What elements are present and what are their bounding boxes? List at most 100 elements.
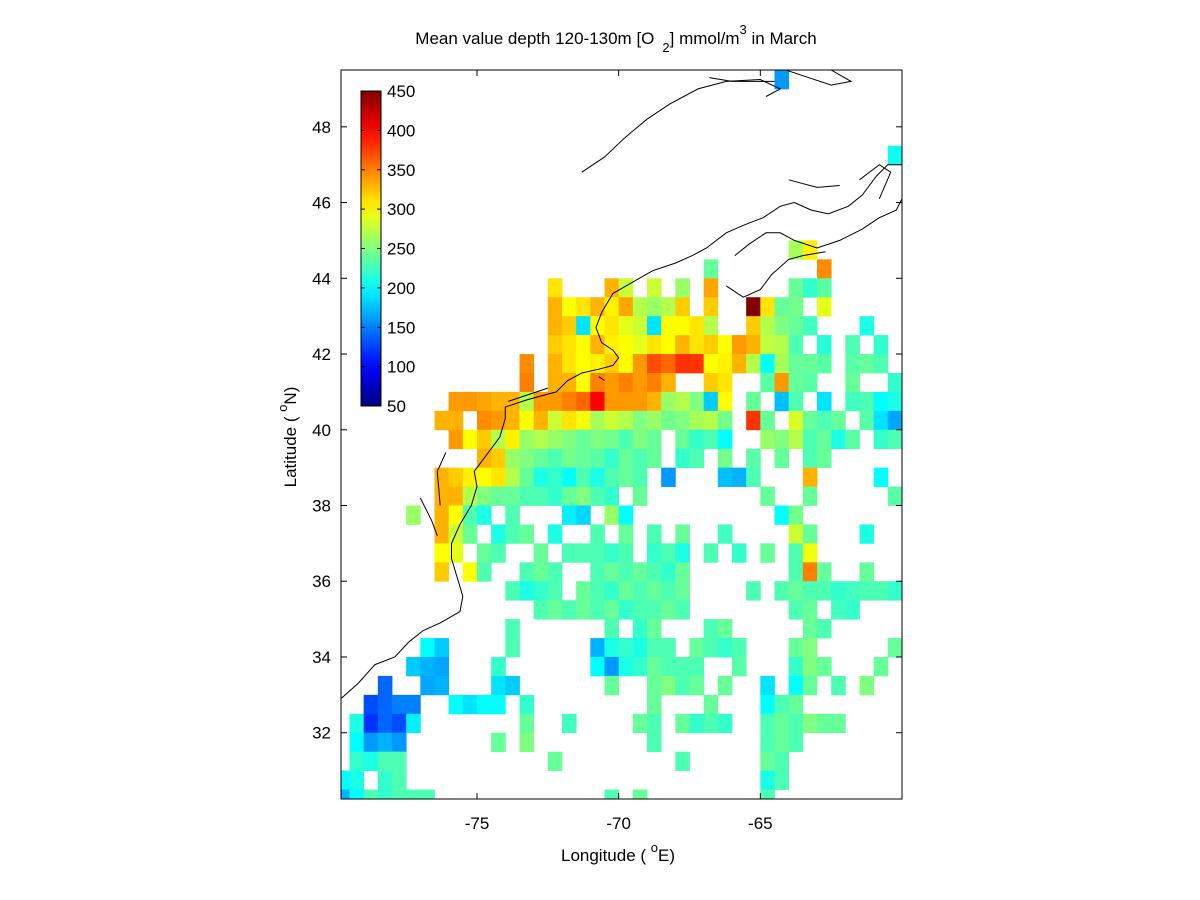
data-cell [632,354,648,374]
data-cell [689,713,705,734]
data-cell [887,391,903,412]
data-cell [887,486,903,506]
data-cell [547,391,563,412]
data-cell [788,694,804,715]
data-cell [760,713,775,734]
data-cell [377,694,393,715]
data-cell [774,448,790,469]
data-cell [406,789,421,800]
data-cell [477,562,492,582]
data-cell [462,486,478,506]
data-cell [817,335,832,355]
data-cell [491,391,506,412]
data-cell [590,372,605,393]
data-cell [647,694,662,715]
data-cell [647,391,662,412]
data-cell [477,505,492,525]
data-cell [788,316,804,336]
colorbar-tick-label: 250 [387,240,415,259]
data-cell [703,391,719,412]
data-cell [661,675,676,696]
data-cell [760,316,775,336]
data-cell [618,600,634,620]
data-cell [873,467,889,487]
data-cell [817,410,832,431]
data-cell [703,694,719,715]
data-cell [802,467,818,487]
coastline-path [709,77,775,82]
data-cell [519,732,535,753]
data-cell [434,505,450,525]
coastline-path [788,179,840,188]
data-cell [802,619,818,639]
data-cell [576,486,591,506]
data-cell [363,751,379,771]
data-cell [562,429,577,450]
data-cell [675,675,690,696]
data-cell [746,467,761,487]
data-cell [732,543,747,563]
colorbar-tick-label: 50 [387,397,406,416]
y-axis-label: Latitude ( oN) [275,387,300,488]
data-cell [547,600,563,620]
data-cell [760,770,775,790]
data-cell [845,391,860,412]
data-cell [802,562,818,582]
data-cell [491,524,506,544]
y-axis: 32 34 36 38 40 42 44 46 48 [312,118,902,743]
data-cell [590,524,605,544]
data-cell [746,354,761,374]
data-cell [590,581,605,601]
coastline-path [598,376,605,381]
data-cell [661,656,676,677]
data-cell [774,732,790,753]
data-cell [647,278,662,298]
data-cell [831,581,846,601]
data-cell [462,505,478,525]
y-tick-label: 44 [312,269,331,288]
data-cell [547,410,563,431]
y-tick-label: 40 [312,421,331,440]
data-cell [547,316,563,336]
x-tick-label: -70 [606,814,631,833]
data-cell [661,354,676,374]
data-cell [703,429,719,450]
data-cell [420,675,435,696]
data-cell [562,372,577,393]
data-cell [562,713,577,734]
data-cell [576,410,591,431]
data-cell [477,410,492,431]
data-cell [377,751,393,771]
data-cell [647,354,662,374]
data-cell [363,694,379,715]
data-cell [434,675,450,696]
data-cell [887,581,903,601]
data-cell [392,732,407,753]
data-cell [689,410,705,431]
data-cell [774,70,790,90]
data-cell [533,410,549,431]
data-cell [434,562,450,582]
data-cell [562,486,577,506]
data-cell [774,429,790,450]
data-cell [774,694,790,715]
data-cell [604,372,620,393]
data-cell [632,619,648,639]
data-cell [831,600,846,620]
data-cell [547,524,563,544]
data-cell [732,467,747,487]
data-cell [661,467,676,487]
data-cell [788,656,804,677]
data-cell [802,354,818,374]
data-cell [817,297,832,317]
data-cell [732,638,747,658]
data-cell [788,713,804,734]
data-cell [647,543,662,563]
data-cell [462,467,478,487]
data-cell [802,675,818,696]
data-cell [576,505,591,525]
data-cell [363,713,379,734]
data-cell [802,656,818,677]
data-cell [547,751,563,771]
data-cell [675,410,690,431]
